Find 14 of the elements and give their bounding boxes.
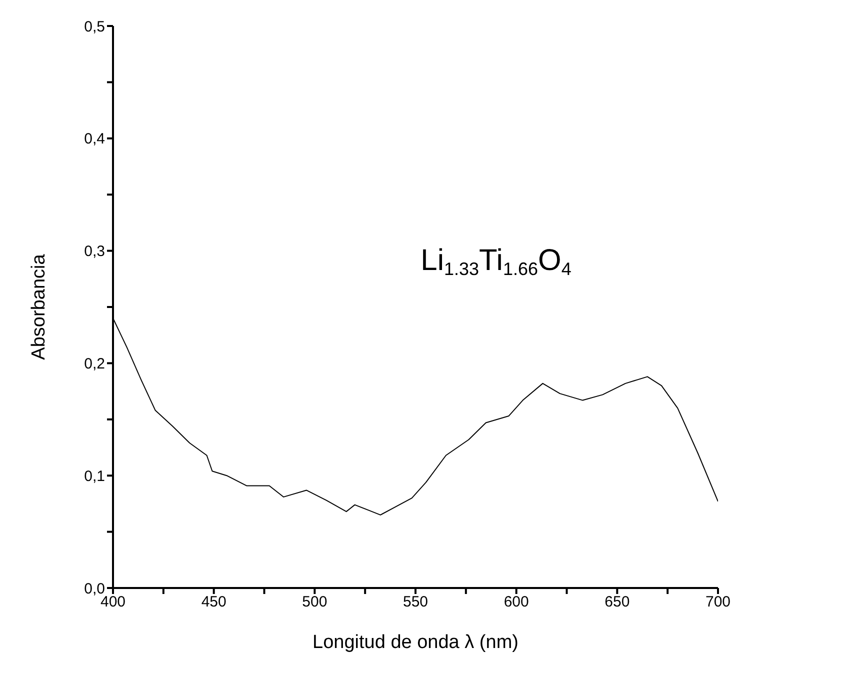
x-tick-label: 500 bbox=[302, 594, 328, 611]
y-axis-title: Absorbancia bbox=[28, 254, 50, 360]
y-tick-label: 0,5 bbox=[84, 18, 105, 36]
x-tick-label: 650 bbox=[604, 594, 630, 611]
y-tick-label: 0,1 bbox=[84, 468, 105, 485]
y-tick-label: 0,3 bbox=[84, 243, 105, 260]
x-tick-label: 700 bbox=[705, 594, 731, 611]
y-tick-label: 0,4 bbox=[84, 130, 105, 148]
x-tick-label: 550 bbox=[402, 594, 428, 611]
x-axis-title: Longitud de onda λ (nm) bbox=[312, 632, 518, 653]
x-tick-label: 450 bbox=[201, 594, 226, 611]
y-tick-label: 0,2 bbox=[84, 356, 105, 373]
x-tick-label: 600 bbox=[504, 594, 529, 611]
annotation: Li$_{1.33}$Ti$_{1.66}$O$_{4}$ bbox=[420, 244, 572, 280]
